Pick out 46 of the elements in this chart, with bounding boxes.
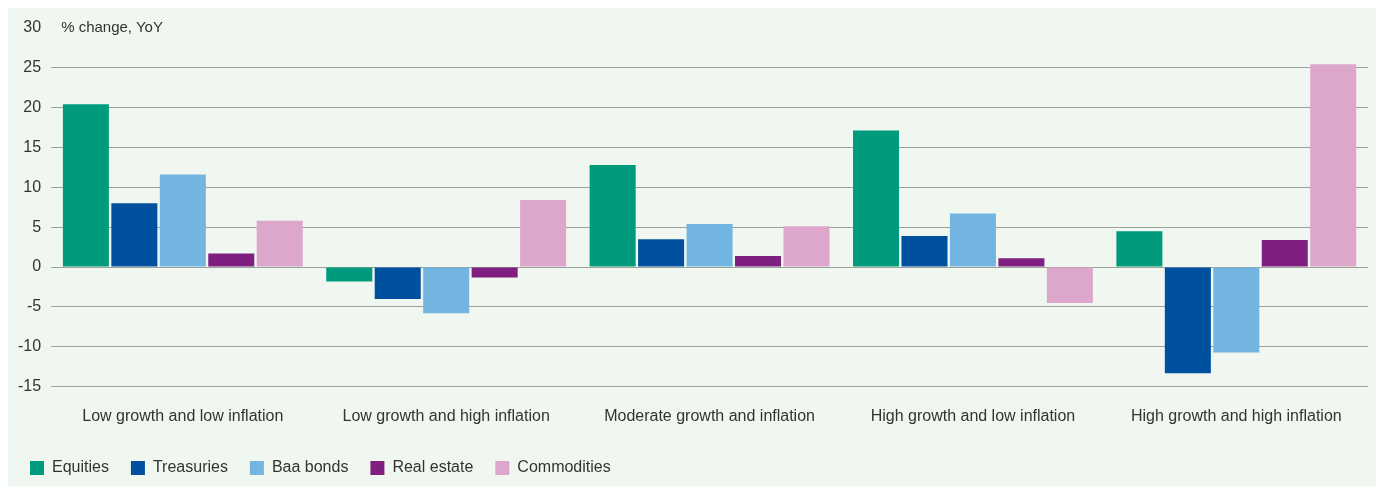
bar [62, 104, 109, 267]
y-tick-label: 15 [23, 137, 42, 155]
bar [374, 267, 421, 299]
bar [853, 130, 900, 267]
y-tick-label: 20 [23, 97, 42, 115]
bar [589, 164, 636, 267]
bar [471, 267, 518, 278]
bar [1213, 267, 1260, 353]
x-tick-label: Low growth and high inflation [342, 406, 550, 424]
bar [111, 203, 158, 267]
bar [208, 253, 255, 267]
legend-label: Baa bonds [271, 458, 349, 476]
bar [783, 226, 830, 267]
legend-label: Treasuries [152, 458, 228, 476]
x-tick-label: High growth and low inflation [870, 406, 1076, 424]
bar [1261, 239, 1308, 267]
bar [159, 174, 206, 267]
y-tick-label: 0 [32, 257, 42, 275]
y-tick-label: -5 [26, 297, 42, 315]
bar [423, 267, 470, 314]
y-tick-label: -15 [18, 377, 42, 395]
legend-label: Commodities [517, 458, 611, 476]
bar [1164, 267, 1211, 374]
bar [638, 239, 685, 267]
bar [256, 220, 303, 267]
bar [520, 200, 567, 267]
x-tick-label: Low growth and low inflation [82, 406, 284, 424]
y-tick-label: 25 [23, 57, 42, 75]
y-tick-label: 30 [23, 18, 42, 36]
legend-label: Real estate [392, 458, 474, 476]
bar [949, 213, 996, 267]
bar [326, 267, 373, 282]
bar [735, 255, 782, 267]
bar [1116, 231, 1163, 267]
bar [998, 258, 1045, 267]
bar [901, 235, 948, 267]
y-tick-label: 5 [32, 217, 42, 235]
x-tick-label: High growth and high inflation [1130, 406, 1342, 424]
legend-label: Equities [52, 458, 109, 476]
bar [1310, 64, 1357, 267]
y-tick-label: 10 [23, 177, 42, 195]
x-tick-label: Moderate growth and inflation [604, 406, 815, 424]
y-axis-title: % change, YoY [61, 17, 163, 35]
bar [1046, 267, 1093, 303]
bar [686, 223, 733, 267]
y-tick-label: -10 [18, 337, 42, 355]
